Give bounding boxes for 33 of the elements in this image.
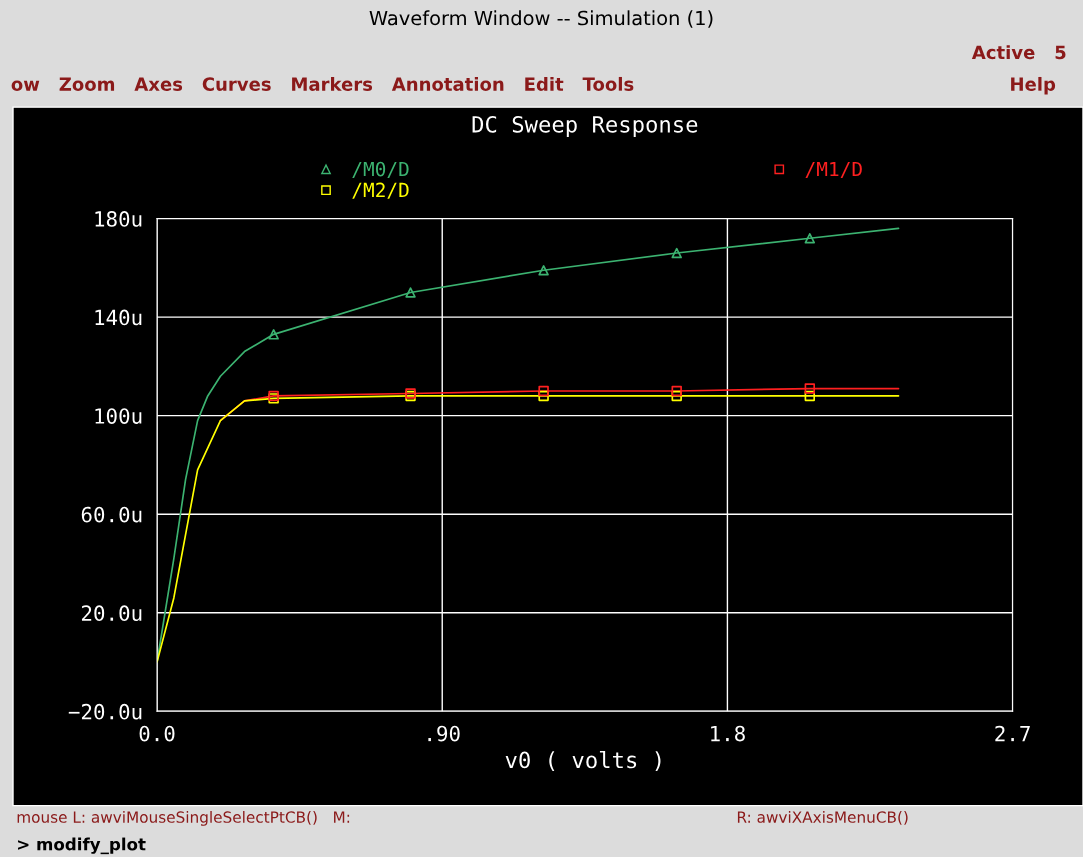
text: R: awviXAxisMenuCB() [737,811,908,825]
legend-label: /M0/D [352,161,409,178]
point [405,287,416,298]
y-tick-label: 100u [95,408,142,424]
point [804,233,816,244]
point [538,390,549,402]
x-tick-label: .90 [428,725,460,742]
x-axis-title: v0 ( volts ) [505,751,661,771]
x-tick-label: 0.0 [139,725,175,742]
x-tick-label: 1.8 [711,725,745,742]
legend-label: /M1/D [805,161,862,178]
legend-label: /M2/D [352,182,409,199]
point [538,385,549,397]
point [671,385,682,397]
point [804,390,816,402]
point [671,390,682,402]
y-tick-label: 20.0u [81,605,142,622]
text: > modify_plot [18,837,146,855]
text: Help [1011,76,1056,95]
y-tick-label: 60.0u [81,506,142,523]
text: mouse L: awviMouseSingleSelectPtCB() M: [17,811,350,826]
text: ow Zoom Axes Curves Markers Annotation Edit Tools [11,76,634,91]
point [268,329,279,340]
x-tick-label: 2.7 [995,725,1030,742]
point [804,383,816,394]
y-tick-label: 180u [95,211,142,227]
y-tick-label: −20.0u [68,703,142,720]
chart-title: DC Sweep Response [472,115,698,138]
point [671,247,682,259]
y-tick-label: 140u [95,309,142,326]
text: Active 5 [971,45,1066,60]
text: Waveform Window -- Simulation (1) [369,10,713,28]
point [538,265,549,276]
